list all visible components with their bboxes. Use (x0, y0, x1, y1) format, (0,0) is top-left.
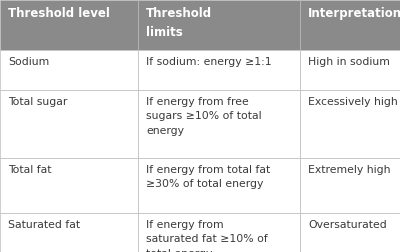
Bar (138, 50, 300, 90)
Text: Threshold
limits: Threshold limits (146, 7, 212, 39)
Bar (300, 0, 400, 50)
Bar (138, 213, 300, 252)
Bar (138, 90, 300, 158)
Text: Oversaturated: Oversaturated (308, 220, 387, 230)
Bar (0, 90, 138, 158)
Text: If sodium: energy ≥1:1: If sodium: energy ≥1:1 (146, 57, 272, 67)
Bar (138, 158, 300, 213)
Text: Sodium: Sodium (8, 57, 49, 67)
Bar (300, 158, 400, 213)
Text: If energy from total fat
≥30% of total energy: If energy from total fat ≥30% of total e… (146, 165, 270, 190)
Text: Excessively high: Excessively high (308, 97, 398, 107)
Text: If energy from
saturated fat ≥10% of
total energy: If energy from saturated fat ≥10% of tot… (146, 220, 268, 252)
Text: If energy from free
sugars ≥10% of total
energy: If energy from free sugars ≥10% of total… (146, 97, 262, 136)
Bar (300, 90, 400, 158)
Bar (0, 158, 138, 213)
Bar (0, 0, 138, 50)
Bar (0, 213, 138, 252)
Bar (300, 213, 400, 252)
Bar (138, 0, 300, 50)
Text: Threshold level: Threshold level (8, 7, 110, 20)
Bar (0, 50, 138, 90)
Bar (300, 50, 400, 90)
Text: High in sodium: High in sodium (308, 57, 390, 67)
Text: Total sugar: Total sugar (8, 97, 67, 107)
Text: Total fat: Total fat (8, 165, 52, 175)
Text: Interpretation: Interpretation (308, 7, 400, 20)
Text: Extremely high: Extremely high (308, 165, 390, 175)
Text: Saturated fat: Saturated fat (8, 220, 80, 230)
